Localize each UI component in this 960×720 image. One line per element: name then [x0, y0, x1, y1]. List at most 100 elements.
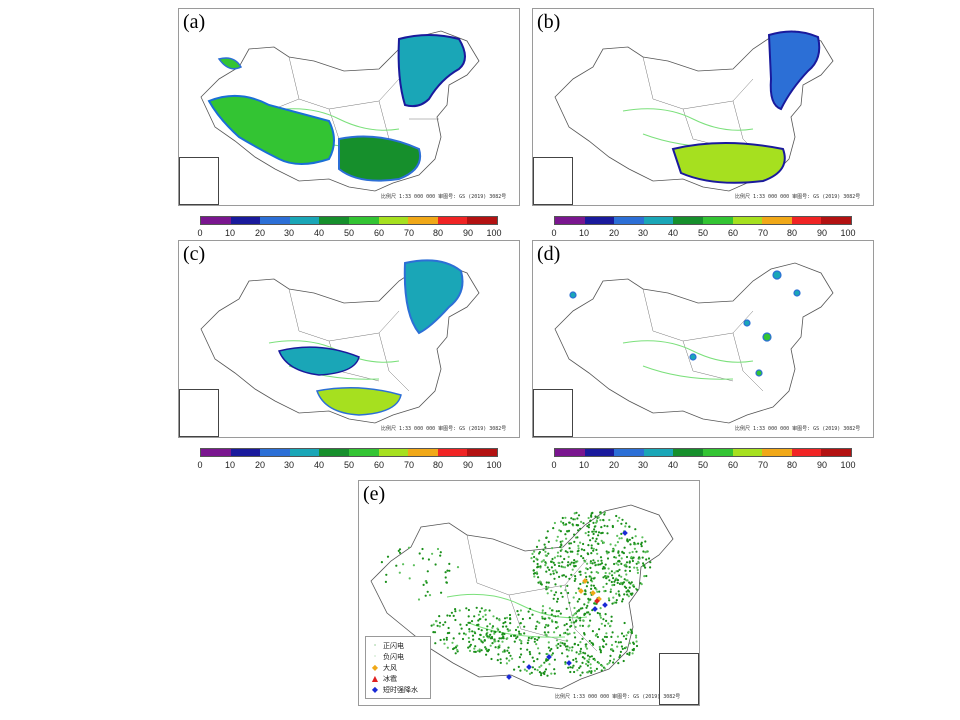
cbar-swatch: [289, 217, 320, 224]
lightning-dot: [582, 557, 585, 560]
lightning-dot: [531, 552, 534, 555]
lightning-dot: [544, 668, 548, 671]
lightning-dot: [616, 534, 619, 537]
lightning-dot: [610, 635, 613, 638]
lightning-dot: [513, 668, 516, 671]
lightning-dot: [515, 637, 518, 640]
lightning-dot: [625, 579, 628, 582]
legend-label: 短时强降水: [383, 685, 418, 694]
lightning-dot: [561, 561, 564, 564]
lightning-dot: [586, 604, 589, 607]
lightning-dot: [547, 552, 550, 555]
lightning-dot: [583, 657, 586, 660]
lightning-dot: [533, 637, 536, 641]
lightning-dot: [582, 651, 585, 654]
severe-weather-marker: [578, 588, 584, 594]
lightning-dot: [546, 592, 549, 595]
lightning-dot: [642, 550, 645, 553]
lightning-dot: [497, 640, 500, 643]
lightning-dot: [503, 617, 507, 620]
lightning-dot: [636, 568, 639, 572]
colorbar-d: 0 10 20 30 40 50 60 70 80 90 100: [551, 448, 856, 474]
lightning-dot: [590, 671, 593, 674]
lightning-dot: [544, 617, 547, 620]
lightning-dot: [587, 534, 590, 537]
lightning-dot: [562, 523, 565, 526]
lightning-dot: [533, 555, 536, 559]
lightning-dot: [501, 625, 505, 628]
lightning-dot: [481, 641, 484, 644]
cbar-swatch: [378, 217, 409, 224]
lightning-dot: [468, 630, 471, 633]
lightning-dot: [615, 601, 618, 604]
lightning-dot: [566, 645, 569, 648]
legend-symbol: ▲: [371, 674, 379, 683]
lightning-dot: [519, 622, 522, 625]
lightning-dot: [591, 530, 594, 533]
lightning-dot: [591, 630, 594, 633]
lightning-dot: [546, 674, 549, 677]
lightning-dot: [567, 666, 570, 669]
lightning-dot: [546, 530, 549, 533]
lightning-dot: [552, 570, 555, 573]
lightning-dot: [567, 529, 571, 532]
lightning-dot: [498, 644, 501, 647]
lightning-dot: [628, 560, 631, 563]
legend-label: 正闪电: [383, 641, 404, 650]
lightning-dot: [620, 537, 623, 540]
lightning-dot: [566, 551, 569, 554]
lightning-dot: [640, 543, 643, 546]
lightning-dot: [477, 613, 480, 616]
lightning-dot: [540, 664, 543, 667]
lightning-dot: [590, 670, 593, 673]
lightning-dot: [398, 571, 401, 574]
lightning-dot: [574, 625, 577, 629]
lightning-dot: [523, 625, 526, 628]
severe-weather-marker: [602, 602, 608, 608]
province-lines: [288, 288, 410, 392]
lightning-dot: [581, 671, 584, 674]
cbar-tick: 80: [786, 460, 798, 470]
lightning-dot: [607, 575, 610, 578]
lightning-dot: [539, 582, 542, 585]
lightning-dot: [499, 658, 502, 661]
lightning-dot: [540, 560, 543, 563]
lightning-dot: [503, 649, 506, 652]
lightning-dot: [623, 578, 626, 581]
china-map-e: [370, 504, 674, 690]
lightning-dot: [574, 657, 577, 660]
lightning-dot: [609, 654, 612, 657]
cbar-swatch: [762, 217, 792, 224]
lightning-dot: [568, 616, 571, 619]
cbar-tick: 50: [343, 460, 355, 470]
cbar-tick: 0: [551, 460, 557, 470]
lightning-dot: [578, 598, 581, 601]
lightning-dot: [549, 573, 552, 576]
lightning-dot: [508, 651, 511, 654]
cbar-tick: 10: [578, 228, 590, 238]
lightning-dot: [559, 540, 562, 543]
lightning-dot: [589, 539, 592, 542]
lightning-dot: [573, 559, 576, 562]
lightning-dot: [586, 562, 589, 565]
lightning-dot: [579, 527, 582, 530]
lightning-dot: [546, 566, 549, 569]
lightning-dot: [613, 583, 616, 586]
lightning-dot: [636, 566, 639, 569]
lightning-dot: [582, 542, 585, 546]
lightning-dot: [485, 653, 488, 656]
lightning-dot: [564, 516, 567, 519]
lightning-dot: [625, 637, 628, 640]
lightning-dot: [636, 588, 639, 591]
lightning-dot: [545, 658, 548, 661]
cbar-swatch: [348, 449, 379, 456]
cbar-tick: 30: [283, 460, 295, 470]
south-china-sea-inset: [659, 653, 699, 705]
lightning-dot: [590, 544, 593, 547]
lightning-dot: [480, 649, 483, 652]
lightning-dot: [589, 561, 592, 565]
lightning-dot: [452, 647, 455, 651]
precip-spot: [569, 291, 577, 299]
lightning-dot: [417, 598, 421, 601]
lightning-dot: [581, 607, 584, 610]
